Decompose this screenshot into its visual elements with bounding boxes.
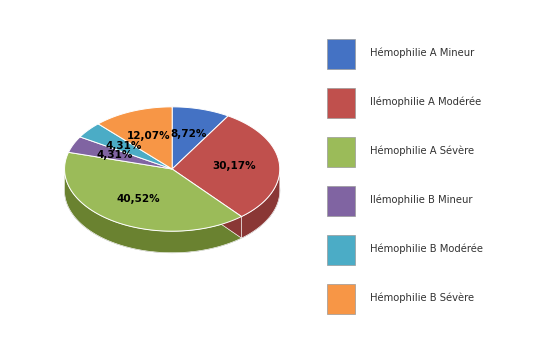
Polygon shape [172,107,228,169]
FancyBboxPatch shape [327,186,355,216]
Polygon shape [68,137,172,169]
Polygon shape [65,152,242,231]
Text: 4,31%: 4,31% [97,150,133,160]
Polygon shape [172,116,280,217]
Polygon shape [242,169,280,238]
Polygon shape [242,169,280,238]
FancyBboxPatch shape [327,284,355,314]
Polygon shape [80,124,172,169]
Polygon shape [65,170,242,253]
Text: 8,72%: 8,72% [171,129,207,139]
Ellipse shape [65,128,280,253]
Text: Hémophilie B Sévère: Hémophilie B Sévère [370,292,475,303]
Text: 12,07%: 12,07% [128,131,171,140]
Polygon shape [98,107,172,169]
Text: Hémophilie A Mineur: Hémophilie A Mineur [370,47,475,58]
Text: Hémophilie B Modérée: Hémophilie B Modérée [370,243,483,254]
Polygon shape [172,169,242,238]
FancyBboxPatch shape [327,235,355,265]
Text: 30,17%: 30,17% [213,161,256,171]
Text: IIémophilie B Mineur: IIémophilie B Mineur [370,194,473,205]
FancyBboxPatch shape [327,39,355,69]
Text: 4,31%: 4,31% [105,141,141,152]
Text: Hémophilie A Sévère: Hémophilie A Sévère [370,145,475,156]
Polygon shape [172,169,242,238]
FancyBboxPatch shape [327,137,355,167]
Text: 40,52%: 40,52% [117,194,160,204]
Polygon shape [65,170,242,253]
FancyBboxPatch shape [327,88,355,118]
Text: IIémophilie A Modérée: IIémophilie A Modérée [370,96,482,107]
